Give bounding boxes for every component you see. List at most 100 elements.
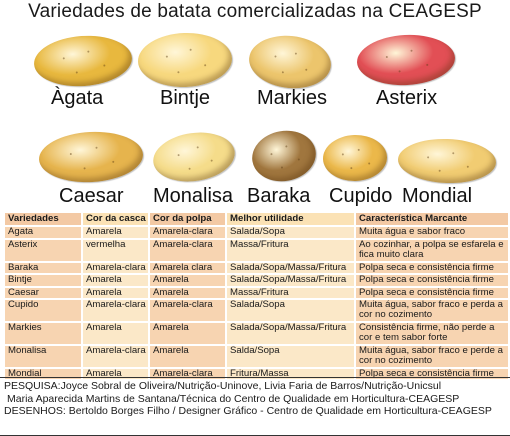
- table-cell: Amarela: [83, 227, 148, 238]
- potato-eye: [285, 145, 288, 148]
- potato-eye: [189, 48, 192, 52]
- table-cell: Amarela: [83, 323, 148, 345]
- table-cell: Muita água, sabor fraco e perda a cor no…: [356, 300, 508, 322]
- table-cell: Massa/Fritura: [227, 287, 354, 299]
- table-header-row: Variedades Cor da casca Cor da polpa Mel…: [5, 213, 508, 226]
- variety-label-mondial: Mondial: [402, 185, 473, 207]
- column-header-cor-da-casca: Cor da casca: [83, 213, 148, 226]
- variety-label-cupido: Cupido: [329, 185, 393, 207]
- table-cell: Markies: [5, 323, 81, 345]
- potato-eye: [274, 55, 277, 58]
- table-cell: Amarela clara: [150, 262, 225, 274]
- table-cell: Baraka: [5, 262, 81, 274]
- potato-image-monalisa: [150, 127, 238, 187]
- potato-eye: [357, 148, 360, 151]
- table-cell: Amarela: [83, 275, 148, 286]
- potato-image-bintje: [137, 31, 233, 89]
- table-cell: Amarela-clara: [83, 346, 148, 368]
- potato-eye: [367, 162, 371, 165]
- potato-eye: [210, 159, 214, 162]
- table-cell: Polpa seca e consistência firme: [356, 369, 508, 380]
- potato-eye: [83, 167, 86, 170]
- table-row: Monalisa Amarela-clara Amarela Salda/Sopa Mu…: [5, 346, 508, 368]
- potato-eye: [69, 152, 73, 156]
- credits-drawings-line: DESENHOS: Bertoldo Borges Filho / Design…: [4, 405, 492, 418]
- potato-eye: [425, 63, 428, 66]
- potato-eye: [196, 146, 199, 149]
- potato-image-caesar: [37, 129, 145, 185]
- potato-image-markies: [246, 31, 334, 93]
- table-row: Àgata Amarela Amarela-clara Salada/Sopa Muit…: [5, 227, 508, 238]
- variety-label-caesar: Caesar: [59, 185, 124, 207]
- variety-label-monalisa: Monalisa: [153, 185, 234, 207]
- table-cell: Consistência firme, não perde a cor e te…: [356, 323, 508, 345]
- table-cell: Amarela-clara: [150, 239, 225, 261]
- potato-eye: [203, 64, 207, 67]
- table-row: Baraka Amarela-clara Amarela clara Salada/S…: [5, 262, 508, 274]
- variety-label-agata: Àgata: [51, 87, 104, 109]
- potato-image-cupido: [322, 133, 388, 183]
- variety-label-asterix: Asterix: [376, 87, 438, 109]
- column-header-caracteristica: Característica Marcante: [356, 213, 508, 226]
- variety-label-bintje: Bintje: [160, 87, 211, 109]
- table-cell: Àgata: [5, 227, 81, 238]
- potato-eye: [452, 152, 455, 155]
- column-header-cor-da-polpa: Cor da polpa: [150, 213, 225, 226]
- table-cell: Amarela-clara: [83, 300, 148, 322]
- potato-eye: [282, 71, 285, 74]
- table-cell: Amarela: [150, 287, 225, 299]
- potato-eye: [398, 70, 401, 73]
- table-row: Caesar Amarela Amarela Massa/Fritura Polpa s…: [5, 287, 508, 299]
- table-row: Bintje Amarela Amarela Salada/Sopa/Massa/Fr…: [5, 275, 508, 286]
- table-cell: Muita água e sabor fraco: [356, 227, 508, 238]
- table-row: Cupido Amarela-clara Amarela-clara Salada/S…: [5, 300, 508, 322]
- table-cell: Polpa seca e consistência firme: [356, 275, 508, 286]
- potato-eye: [438, 169, 441, 172]
- potato-eye: [177, 70, 180, 74]
- table-cell: Fritura/Massa: [227, 369, 354, 380]
- table-cell: Polpa seca e consistência firme: [356, 287, 508, 299]
- table-cell: Cupido: [5, 300, 81, 322]
- table-cell: Amarela: [83, 287, 148, 299]
- table-cell: Salada/Sopa/Massa/Fritura: [227, 323, 354, 345]
- table-cell: Salada/Sopa: [227, 300, 354, 322]
- potato-eye: [297, 158, 300, 161]
- table-cell: Salada/Sopa/Massa/Fritura: [227, 275, 354, 286]
- table-row: Markies Amarela Amarela Salada/Sopa/Massa/F…: [5, 323, 508, 345]
- potato-eye: [112, 160, 115, 163]
- column-header-melhor-utilidade: Melhor utilidade: [227, 213, 354, 226]
- varieties-table: Variedades Cor da casca Cor da polpa Mel…: [3, 211, 510, 381]
- potato-eye: [177, 154, 180, 157]
- potato-eye: [87, 50, 90, 53]
- potato-eye: [294, 52, 298, 55]
- potato-eye: [63, 57, 66, 60]
- credits-technician-line: Maria Aparecida Martins de Santana/Técni…: [7, 392, 460, 405]
- potato-eye: [280, 166, 284, 169]
- potato-eye: [75, 71, 79, 74]
- potato-image-baraka: [248, 125, 320, 187]
- potato-eye: [188, 167, 192, 170]
- table-cell: Salada/Sopa: [227, 227, 354, 238]
- variety-label-markies: Markies: [257, 87, 328, 109]
- table-row: Asterix vermelha Amarela-clara Massa/Fritur…: [5, 239, 508, 261]
- potato-eye: [166, 55, 169, 58]
- potato-image-agata: [32, 32, 134, 90]
- potato-eye: [410, 49, 413, 52]
- table-cell: Amarela: [150, 275, 225, 286]
- table-cell: Monalisa: [5, 346, 81, 368]
- table-cell: Salda/Sopa: [227, 346, 354, 368]
- potato-eye: [466, 166, 469, 169]
- potato-eye: [427, 155, 430, 158]
- table-cell: Amarela: [150, 346, 225, 368]
- table-cell: vermelha: [83, 239, 148, 261]
- table-cell: Mondial: [5, 369, 81, 380]
- potato-eye: [342, 153, 345, 156]
- table-cell: Asterix: [5, 239, 81, 261]
- credits-research-line: PESQUISA:Joyce Sobral de Oliveira/Nutriç…: [4, 380, 442, 392]
- table-cell: Ao cozinhar, a polpa se esfarela e fica …: [356, 239, 508, 261]
- table-row: Mondial Amarela Amarela-clara Fritura/Massa…: [5, 369, 508, 380]
- page-title: Variedades de batata comercializadas na …: [28, 1, 482, 22]
- table-cell: Amarela-clara: [150, 227, 225, 238]
- table-cell: Massa/Fritura: [227, 239, 354, 261]
- potato-eye: [350, 167, 353, 170]
